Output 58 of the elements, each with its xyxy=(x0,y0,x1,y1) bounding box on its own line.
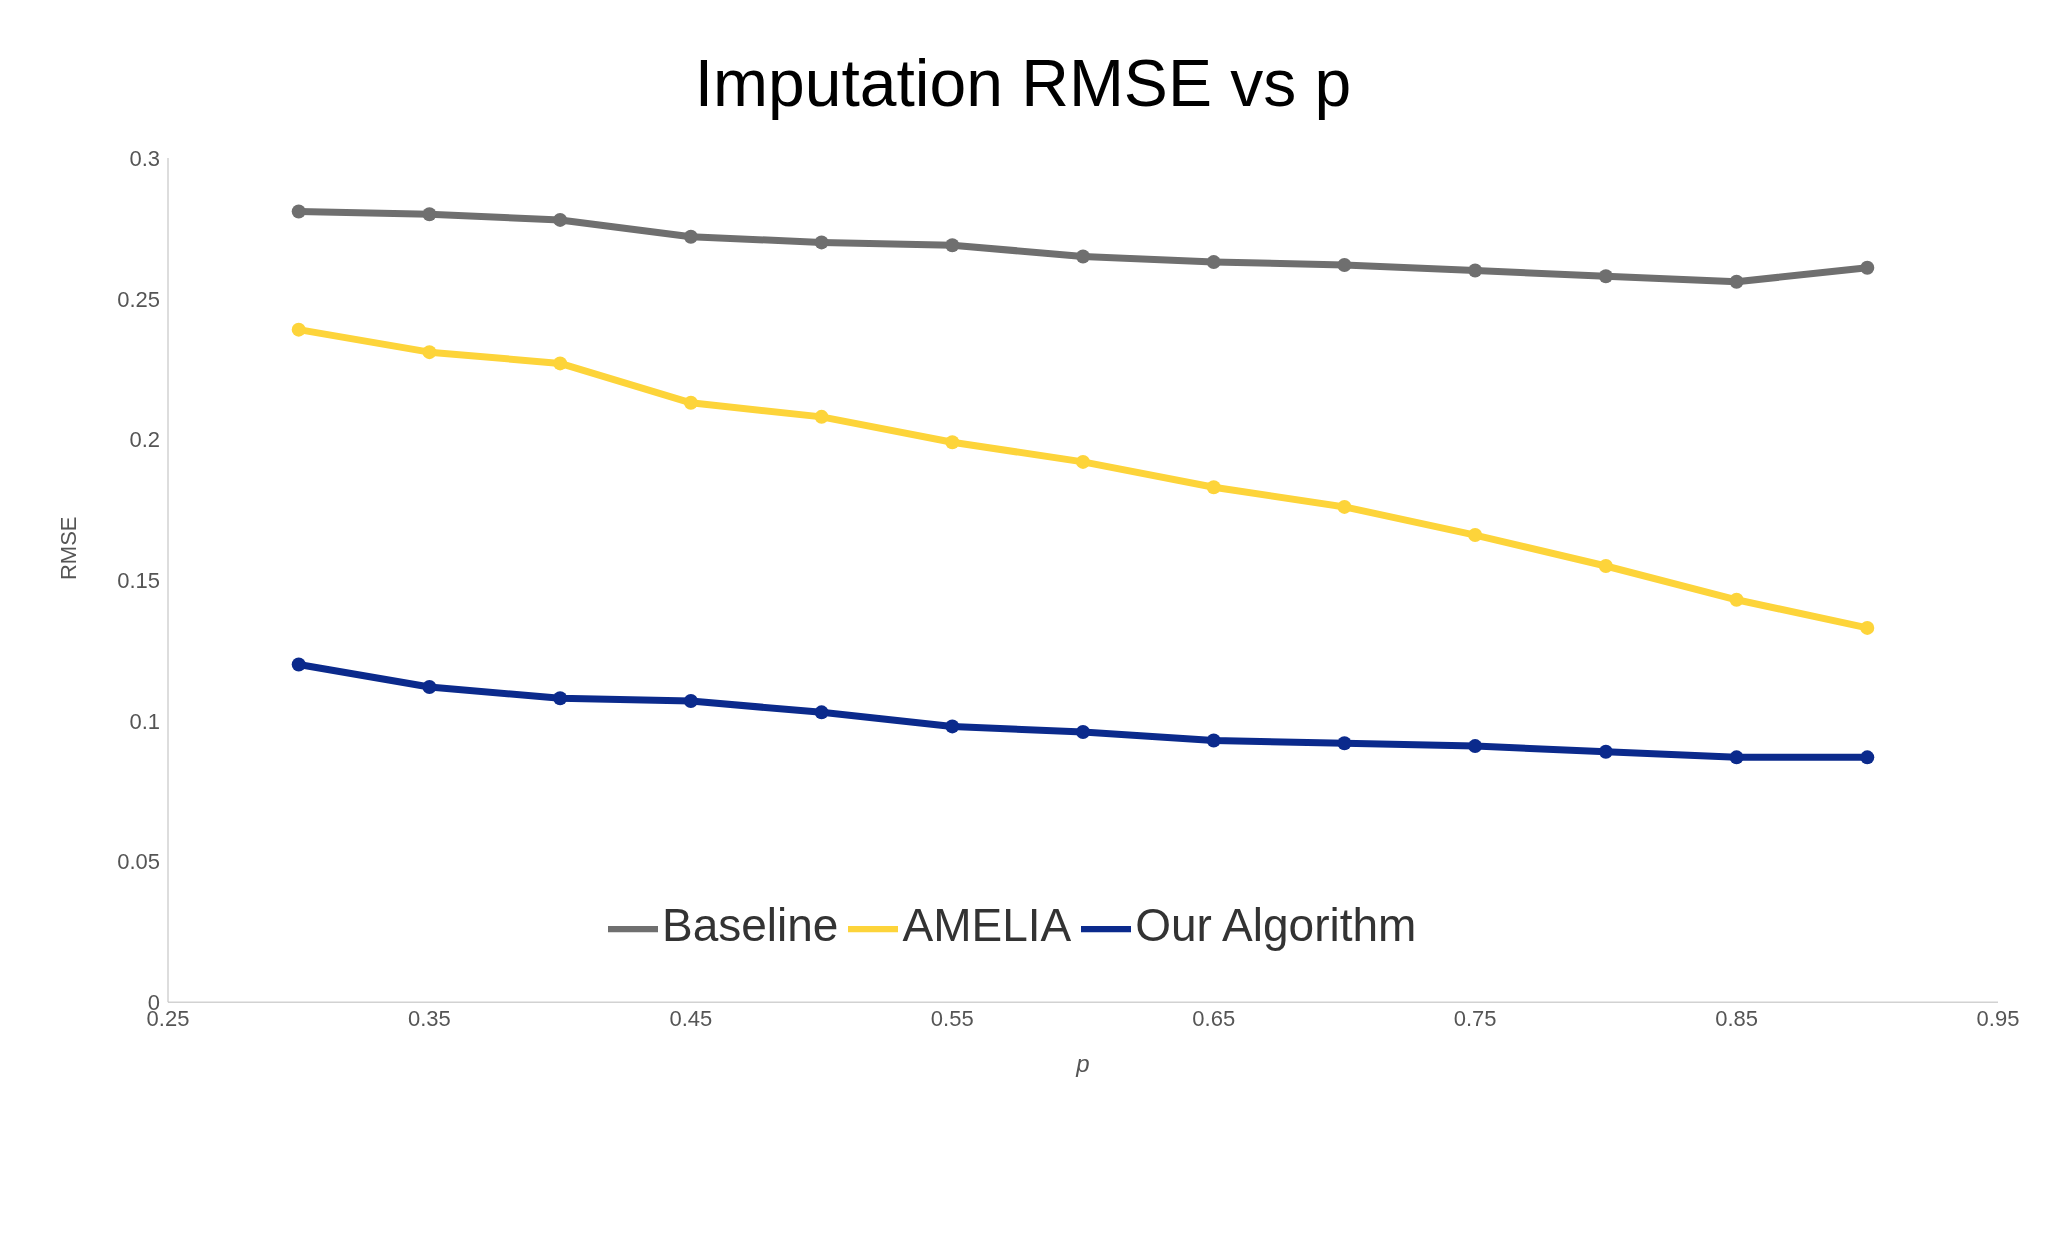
point xyxy=(422,680,437,695)
point xyxy=(945,435,960,450)
point xyxy=(291,657,306,672)
x-axis-title: p xyxy=(1075,1050,1090,1078)
point xyxy=(1206,480,1221,495)
point xyxy=(1076,249,1090,264)
point xyxy=(422,345,437,360)
y-tick-label: 0.3 xyxy=(129,145,160,171)
point xyxy=(814,409,829,424)
y-tick-label: 0.2 xyxy=(129,427,160,453)
point xyxy=(422,207,437,222)
point xyxy=(1468,739,1483,754)
y-tick-label: 0.25 xyxy=(117,286,160,312)
point xyxy=(1337,257,1352,272)
y-tick-label: 0.15 xyxy=(117,567,160,593)
point xyxy=(683,395,698,410)
point xyxy=(553,212,568,227)
point xyxy=(683,694,698,709)
point xyxy=(945,719,960,734)
point xyxy=(1598,269,1613,284)
y-tick-label: 0.1 xyxy=(129,708,160,734)
point xyxy=(1206,255,1221,270)
point xyxy=(1598,559,1613,574)
point xyxy=(1860,620,1875,635)
y-tick-label: 0.05 xyxy=(117,849,160,875)
x-tick-label: 0.65 xyxy=(1192,1005,1236,1031)
point xyxy=(945,238,960,253)
point xyxy=(1729,274,1744,289)
legend-label: Our Algorithm xyxy=(1135,899,1417,951)
point xyxy=(553,691,568,706)
point xyxy=(683,229,698,244)
point xyxy=(1076,725,1090,740)
chart-title: Imputation RMSE vs p xyxy=(693,45,1353,122)
x-tick-label: 0.55 xyxy=(930,1005,974,1031)
x-tick-label: 0.35 xyxy=(408,1005,451,1031)
point xyxy=(1468,528,1483,543)
point xyxy=(1468,263,1483,278)
point xyxy=(1337,499,1352,514)
point xyxy=(1860,260,1875,275)
point xyxy=(814,235,829,250)
point xyxy=(1729,750,1744,765)
legend-label: AMELIA xyxy=(902,899,1072,951)
point xyxy=(1598,744,1613,759)
point xyxy=(291,204,306,219)
point xyxy=(553,356,568,371)
point xyxy=(814,705,829,720)
point xyxy=(1206,733,1221,748)
x-tick-label: 0.85 xyxy=(1715,1005,1758,1031)
point xyxy=(1860,750,1875,765)
x-tick-label: 0.95 xyxy=(1976,1005,2020,1031)
x-tick-label: 0.45 xyxy=(669,1005,713,1031)
point xyxy=(1729,592,1744,607)
x-tick-label: 0.75 xyxy=(1453,1005,1497,1031)
point xyxy=(1337,736,1352,751)
point xyxy=(1076,454,1090,469)
y-axis-title: RMSE xyxy=(55,516,81,581)
legend-label: Baseline xyxy=(662,899,839,951)
point xyxy=(291,322,306,337)
